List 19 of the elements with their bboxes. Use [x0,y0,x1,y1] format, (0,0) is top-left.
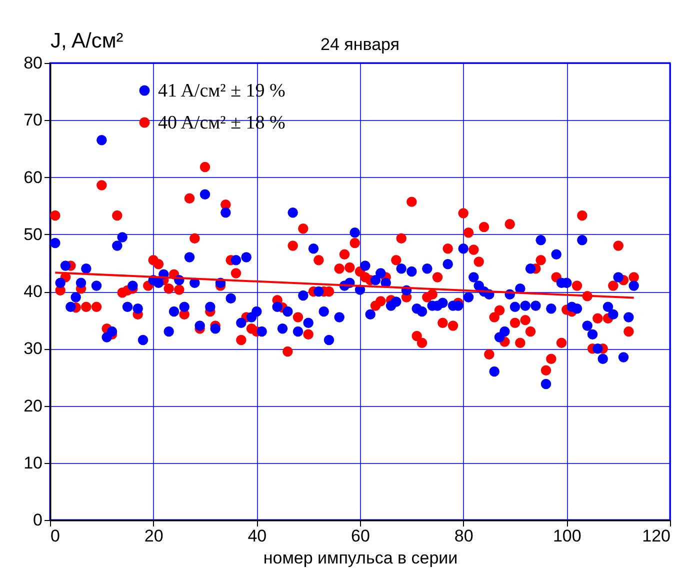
y-tick-label: 40 [24,282,42,301]
x-tick-label: 40 [248,526,267,546]
y-tick-label: 30 [24,339,42,358]
chart-title: 24 января [320,35,400,54]
y-tick-label: 60 [24,168,42,187]
y-tick-label: 50 [24,224,42,244]
y-axis-title: J, A/см² [50,30,124,52]
x-tick-label: 20 [144,526,164,546]
x-tick-label: 0 [50,526,60,546]
y-tick-label: 70 [24,110,42,130]
x-axis-title: номер импульса в серии [263,548,458,568]
y-tick-label: 10 [24,453,42,472]
y-tick-label: 20 [24,396,42,416]
y-tick-label: 80 [24,54,42,72]
x-tick-label: 60 [351,526,370,546]
y-tick-label: 0 [33,510,42,530]
x-tick-label: 100 [552,526,582,546]
x-tick-label: 120 [642,526,670,546]
x-tick-label: 80 [454,526,474,546]
